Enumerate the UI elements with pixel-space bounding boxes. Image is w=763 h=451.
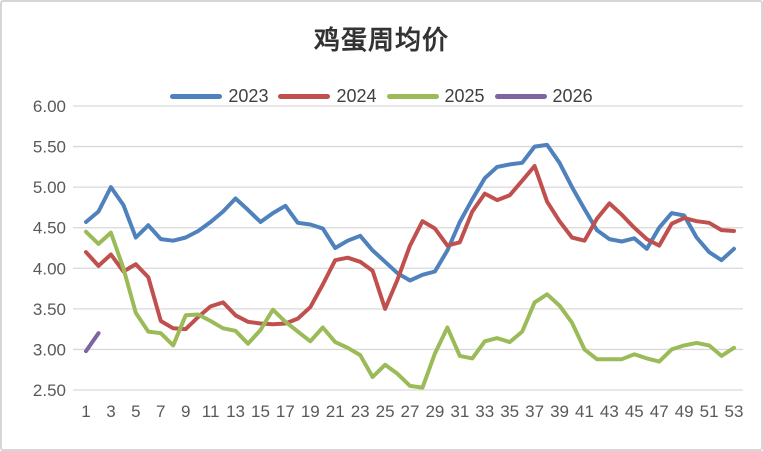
y-tick-label-3.50: 3.50	[33, 300, 66, 319]
series-line-2025	[84, 229, 736, 390]
chart-legend: 2023 2024 2025 2026	[2, 84, 761, 108]
legend-item-2025: 2025	[386, 85, 485, 107]
legend-label-2024: 2024	[336, 85, 377, 106]
x-tick-label-33: 33	[475, 402, 494, 421]
y-tick-label-4.00: 4.00	[33, 259, 66, 278]
x-tick-label-3: 3	[106, 402, 115, 421]
x-tick-label-29: 29	[425, 402, 444, 421]
legend-swatch-2026	[494, 93, 547, 99]
x-tick-label-17: 17	[276, 402, 295, 421]
x-tick-label-9: 9	[181, 402, 190, 421]
x-tick-label-37: 37	[525, 402, 544, 421]
y-tick-label-5.50: 5.50	[33, 138, 66, 157]
x-tick-label-45: 45	[625, 402, 644, 421]
legend-label-2023: 2023	[228, 85, 269, 106]
x-tick-label-43: 43	[600, 402, 619, 421]
x-tick-label-7: 7	[156, 402, 165, 421]
x-tick-label-23: 23	[351, 402, 370, 421]
x-tick-label-49: 49	[675, 402, 694, 421]
x-tick-label-47: 47	[650, 402, 669, 421]
legend-swatch-2025	[386, 93, 439, 99]
legend-item-2024: 2024	[278, 85, 377, 107]
legend-label-2025: 2025	[444, 85, 485, 106]
y-tick-label-3.00: 3.00	[33, 340, 66, 359]
x-tick-label-1: 1	[81, 402, 90, 421]
x-tick-label-31: 31	[450, 402, 469, 421]
chart-title: 鸡蛋周均价	[313, 26, 449, 55]
x-tick-label-27: 27	[401, 402, 420, 421]
y-tick-label-4.50: 4.50	[33, 219, 66, 238]
legend-item-2026: 2026	[494, 85, 593, 107]
x-tick-label-53: 53	[725, 402, 744, 421]
y-tick-label-6.00: 6.00	[33, 97, 66, 116]
x-tick-label-35: 35	[500, 402, 519, 421]
legend-swatch-2023	[170, 93, 223, 99]
legend-item-2023: 2023	[170, 86, 268, 107]
x-tick-label-15: 15	[251, 402, 270, 421]
x-tick-label-13: 13	[226, 402, 245, 421]
y-tick-label-5.00: 5.00	[33, 178, 66, 197]
y-tick-label-2.50: 2.50	[33, 381, 66, 400]
legend-label-2026: 2026	[552, 85, 593, 106]
x-tick-label-11: 11	[202, 402, 220, 421]
legend-swatch-2024	[278, 93, 331, 99]
series-line-2023	[84, 142, 736, 283]
x-tick-label-51: 51	[700, 402, 719, 421]
x-tick-label-19: 19	[301, 402, 320, 421]
series-line-2024	[84, 164, 736, 332]
x-tick-label-39: 39	[550, 402, 569, 421]
x-tick-label-21: 21	[326, 402, 345, 421]
x-tick-label-25: 25	[376, 402, 395, 421]
x-tick-label-5: 5	[131, 402, 140, 421]
series-line-2026	[84, 331, 101, 354]
x-tick-label-41: 41	[575, 402, 594, 421]
